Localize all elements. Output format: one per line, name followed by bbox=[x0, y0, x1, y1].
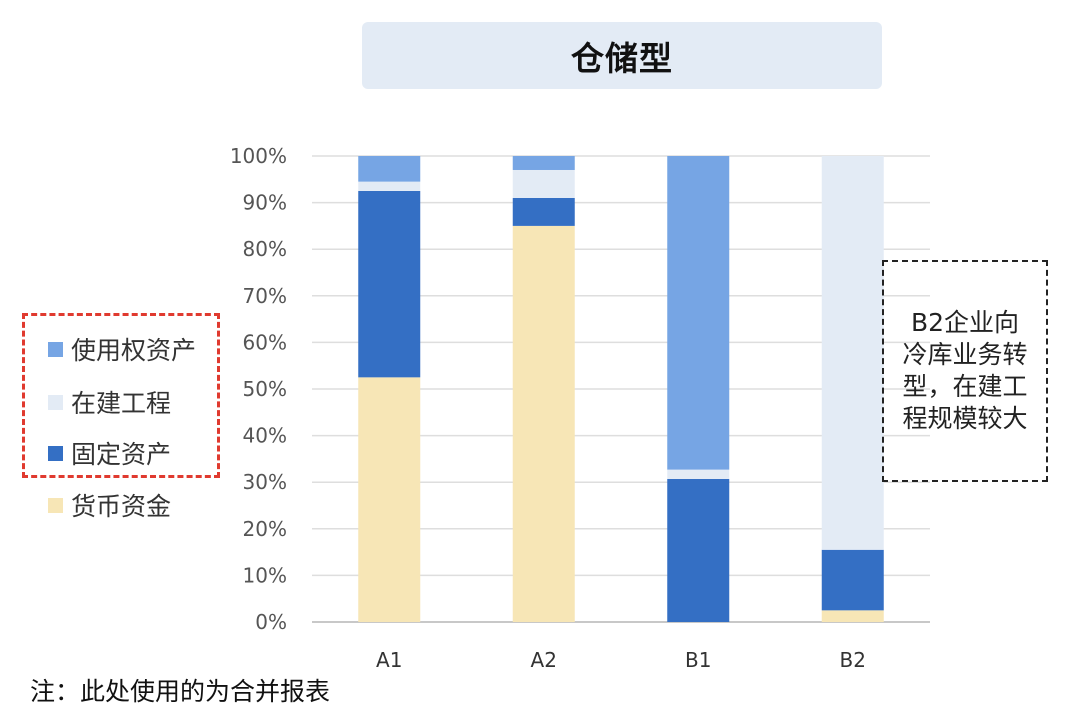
x-category-label: A2 bbox=[531, 648, 557, 672]
y-tick-label: 70% bbox=[243, 284, 287, 308]
legend-item: 固定资产 bbox=[48, 438, 172, 469]
legend-label: 使用权资产 bbox=[71, 336, 197, 365]
y-tick-label: 50% bbox=[243, 377, 287, 401]
x-category-label: A1 bbox=[376, 648, 402, 672]
legend-swatch bbox=[48, 445, 63, 461]
y-tick-label: 60% bbox=[243, 330, 287, 354]
bar-segment bbox=[512, 156, 575, 170]
x-axis-categories: A1 A2 B1 B2 bbox=[376, 648, 866, 672]
y-tick-label: 80% bbox=[243, 237, 287, 261]
y-tick-label: 30% bbox=[243, 470, 287, 494]
y-tick-label: 10% bbox=[243, 563, 287, 587]
legend-swatch bbox=[48, 497, 63, 513]
bar-segment bbox=[821, 610, 884, 622]
y-tick-label: 100% bbox=[230, 144, 287, 168]
y-axis-ticks: 0% 10% 20% 30% 40% 50% 60% 70% 80% 90% 100% bbox=[230, 144, 287, 634]
bar-segment bbox=[358, 190, 421, 378]
legend-label: 在建工程 bbox=[71, 389, 172, 418]
chart-title-box: 仓储型 bbox=[362, 22, 882, 89]
y-tick-label: 40% bbox=[243, 424, 287, 448]
legend-item: 在建工程 bbox=[48, 387, 172, 418]
bar-segment bbox=[667, 469, 730, 479]
bar-segment bbox=[821, 549, 884, 611]
bar-segment bbox=[512, 169, 575, 198]
legend-item: 货币资金 bbox=[48, 490, 172, 521]
bars bbox=[358, 156, 884, 622]
legend-label: 固定资产 bbox=[71, 440, 172, 469]
chart-title: 仓储型 bbox=[571, 38, 673, 78]
y-tick-label: 90% bbox=[243, 191, 287, 215]
bar-segment bbox=[358, 377, 421, 622]
bar-segment bbox=[512, 197, 575, 226]
y-tick-label: 0% bbox=[255, 610, 287, 634]
y-tick-label: 20% bbox=[243, 517, 287, 541]
legend-item: 使用权资产 bbox=[48, 334, 197, 365]
bar-segment bbox=[821, 156, 884, 550]
annotation-text: B2企业向冷库业务转型，在建工程规模较大 bbox=[902, 308, 1028, 433]
bar-segment bbox=[667, 478, 730, 622]
annotation-box: B2企业向冷库业务转型，在建工程规模较大 bbox=[882, 260, 1048, 482]
legend-swatch bbox=[48, 394, 63, 410]
legend-swatch bbox=[48, 341, 63, 357]
legend-highlight-box bbox=[22, 313, 220, 478]
x-category-label: B1 bbox=[685, 648, 711, 672]
bar-segment bbox=[358, 181, 421, 191]
legend-label: 货币资金 bbox=[71, 492, 172, 521]
x-category-label: B2 bbox=[840, 648, 866, 672]
footnote: 注：此处使用的为合并报表 bbox=[30, 677, 331, 706]
bar-segment bbox=[512, 225, 575, 622]
bar-segment bbox=[358, 156, 421, 182]
bar-segment bbox=[667, 156, 730, 470]
